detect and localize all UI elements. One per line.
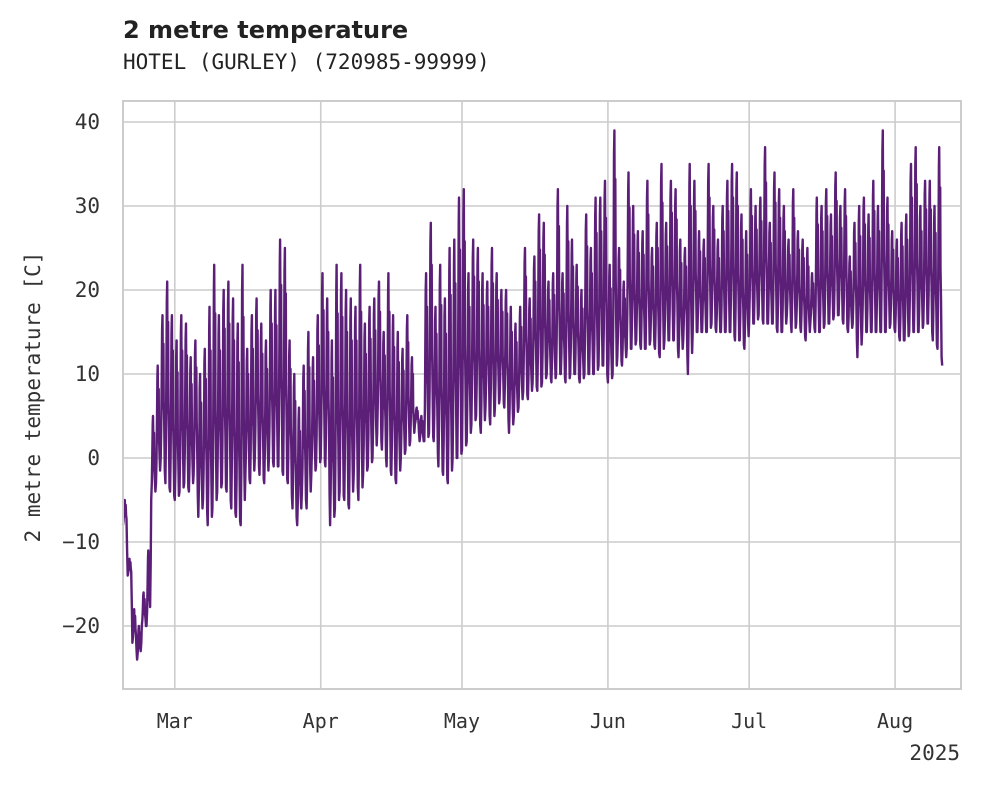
x-tick-label: Apr [303, 709, 339, 733]
x-axis-ticks: Mar Apr May Jun Jul Aug [157, 709, 913, 733]
temperature-series-line [121, 129, 944, 661]
y-tick-label: −10 [62, 530, 100, 554]
x-tick-label: Aug [877, 709, 913, 733]
y-tick-label: 20 [75, 278, 100, 302]
x-tick-label: Jul [731, 709, 767, 733]
chart-title: 2 metre temperature [123, 16, 409, 44]
series-layer [121, 129, 944, 661]
y-tick-label: 30 [75, 194, 100, 218]
x-tick-label: Jun [590, 709, 626, 733]
x-axis-year-label: 2025 [909, 741, 960, 765]
y-axis-ticks: 40 30 20 10 0 −10 −20 [62, 110, 100, 638]
y-tick-label: 10 [75, 362, 100, 386]
chart-subtitle: HOTEL (GURLEY) (720985-99999) [123, 50, 490, 74]
x-tick-label: May [444, 709, 480, 733]
y-tick-label: −20 [62, 614, 100, 638]
plot-frame [122, 100, 962, 690]
x-tick-label: Mar [157, 709, 193, 733]
y-tick-label: 40 [75, 110, 100, 134]
y-tick-label: 0 [87, 446, 100, 470]
y-axis-label: 2 metre temperature [C] [21, 252, 45, 543]
